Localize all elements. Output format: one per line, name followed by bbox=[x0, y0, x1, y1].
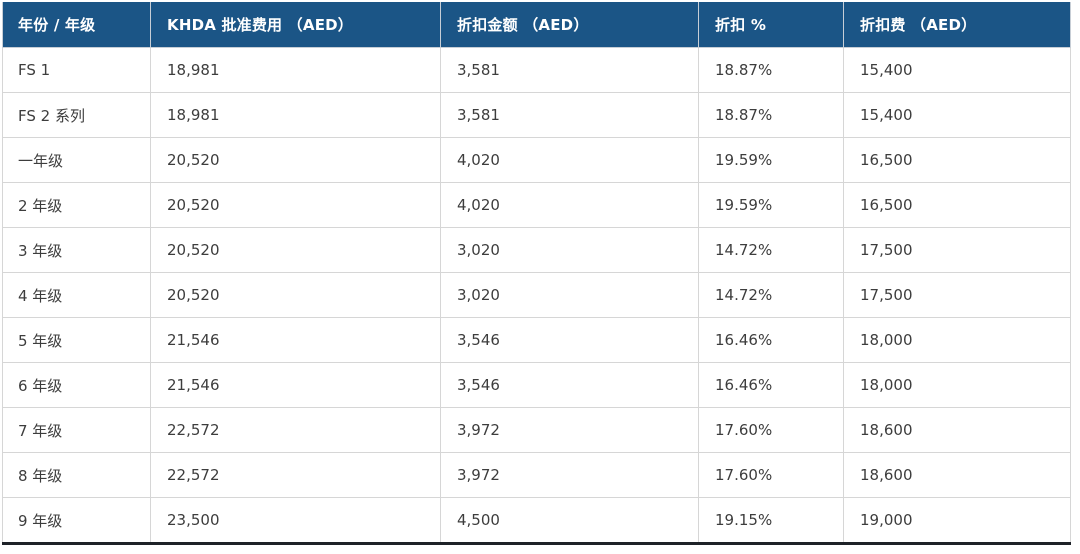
cell-grade: 5 年级 bbox=[2, 317, 151, 363]
cell-khda_fee: 20,520 bbox=[150, 272, 441, 318]
cell-khda_fee: 23,500 bbox=[150, 497, 441, 544]
cell-khda_fee: 21,546 bbox=[150, 362, 441, 408]
cell-grade: FS 1 bbox=[2, 47, 151, 93]
table-row: 7 年级 22,572 3,972 17.60% 18,600 bbox=[2, 407, 1071, 453]
cell-discount_pct: 18.87% bbox=[698, 92, 844, 138]
cell-grade: 4 年级 bbox=[2, 272, 151, 318]
cell-discount_amount: 3,020 bbox=[440, 227, 699, 273]
column-header-discount_pct: 折扣 % bbox=[698, 2, 844, 48]
table-row: 4 年级 20,520 3,020 14.72% 17,500 bbox=[2, 272, 1071, 318]
cell-khda_fee: 18,981 bbox=[150, 47, 441, 93]
table-row: 8 年级 22,572 3,972 17.60% 18,600 bbox=[2, 452, 1071, 498]
cell-discounted_fee: 15,400 bbox=[843, 92, 1071, 138]
fees-table-container: 年份 / 年级 KHDA 批准费用 （AED） 折扣金额 （AED） 折扣 % 折扣费 … bbox=[2, 2, 1071, 545]
cell-discount_amount: 3,581 bbox=[440, 92, 699, 138]
cell-khda_fee: 18,981 bbox=[150, 92, 441, 138]
cell-discounted_fee: 18,600 bbox=[843, 407, 1071, 453]
header-row: 年份 / 年级 KHDA 批准费用 （AED） 折扣金额 （AED） 折扣 % 折扣费 … bbox=[2, 2, 1071, 48]
cell-discount_amount: 3,972 bbox=[440, 407, 699, 453]
cell-discounted_fee: 19,000 bbox=[843, 497, 1071, 544]
column-header-discount_amount: 折扣金额 （AED） bbox=[440, 2, 699, 48]
cell-discounted_fee: 18,000 bbox=[843, 317, 1071, 363]
cell-discount_amount: 3,581 bbox=[440, 47, 699, 93]
table-row: FS 2 系列 18,981 3,581 18.87% 15,400 bbox=[2, 92, 1071, 138]
cell-discount_amount: 3,972 bbox=[440, 452, 699, 498]
cell-discount_pct: 14.72% bbox=[698, 272, 844, 318]
cell-grade: 2 年级 bbox=[2, 182, 151, 228]
cell-discounted_fee: 17,500 bbox=[843, 272, 1071, 318]
khda-fees-discount-table: 年份 / 年级 KHDA 批准费用 （AED） 折扣金额 （AED） 折扣 % 折扣费 … bbox=[2, 2, 1071, 545]
cell-discount_pct: 17.60% bbox=[698, 452, 844, 498]
cell-discount_pct: 18.87% bbox=[698, 47, 844, 93]
cell-khda_fee: 20,520 bbox=[150, 182, 441, 228]
cell-discounted_fee: 18,600 bbox=[843, 452, 1071, 498]
cell-grade: 一年级 bbox=[2, 137, 151, 183]
cell-discounted_fee: 15,400 bbox=[843, 47, 1071, 93]
cell-discount_amount: 4,020 bbox=[440, 182, 699, 228]
table-row: 一年级 20,520 4,020 19.59% 16,500 bbox=[2, 137, 1071, 183]
cell-discount_pct: 16.46% bbox=[698, 362, 844, 408]
cell-discount_pct: 16.46% bbox=[698, 317, 844, 363]
cell-grade: FS 2 系列 bbox=[2, 92, 151, 138]
table-body: FS 1 18,981 3,581 18.87% 15,400 FS 2 系列 18,981… bbox=[2, 47, 1071, 544]
cell-discount_amount: 3,020 bbox=[440, 272, 699, 318]
cell-discount_pct: 19.15% bbox=[698, 497, 844, 544]
cell-khda_fee: 21,546 bbox=[150, 317, 441, 363]
table-row: 6 年级 21,546 3,546 16.46% 18,000 bbox=[2, 362, 1071, 408]
column-header-discounted_fee: 折扣费 （AED） bbox=[843, 2, 1071, 48]
cell-discount_pct: 19.59% bbox=[698, 137, 844, 183]
cell-khda_fee: 20,520 bbox=[150, 227, 441, 273]
table-row: 3 年级 20,520 3,020 14.72% 17,500 bbox=[2, 227, 1071, 273]
cell-discounted_fee: 16,500 bbox=[843, 137, 1071, 183]
cell-discounted_fee: 17,500 bbox=[843, 227, 1071, 273]
table-row: 2 年级 20,520 4,020 19.59% 16,500 bbox=[2, 182, 1071, 228]
cell-grade: 6 年级 bbox=[2, 362, 151, 408]
cell-grade: 9 年级 bbox=[2, 497, 151, 544]
cell-grade: 3 年级 bbox=[2, 227, 151, 273]
table-row: 9 年级 23,500 4,500 19.15% 19,000 bbox=[2, 497, 1071, 544]
cell-khda_fee: 22,572 bbox=[150, 452, 441, 498]
cell-discount_amount: 4,020 bbox=[440, 137, 699, 183]
table-row: 5 年级 21,546 3,546 16.46% 18,000 bbox=[2, 317, 1071, 363]
cell-discounted_fee: 18,000 bbox=[843, 362, 1071, 408]
cell-discount_pct: 14.72% bbox=[698, 227, 844, 273]
cell-grade: 7 年级 bbox=[2, 407, 151, 453]
cell-discount_amount: 3,546 bbox=[440, 317, 699, 363]
column-header-grade: 年份 / 年级 bbox=[2, 2, 151, 48]
cell-discount_pct: 17.60% bbox=[698, 407, 844, 453]
cell-discount_pct: 19.59% bbox=[698, 182, 844, 228]
cell-grade: 8 年级 bbox=[2, 452, 151, 498]
cell-discount_amount: 4,500 bbox=[440, 497, 699, 544]
cell-discount_amount: 3,546 bbox=[440, 362, 699, 408]
cell-discounted_fee: 16,500 bbox=[843, 182, 1071, 228]
table-row: FS 1 18,981 3,581 18.87% 15,400 bbox=[2, 47, 1071, 93]
column-header-khda_fee: KHDA 批准费用 （AED） bbox=[150, 2, 441, 48]
cell-khda_fee: 20,520 bbox=[150, 137, 441, 183]
cell-khda_fee: 22,572 bbox=[150, 407, 441, 453]
